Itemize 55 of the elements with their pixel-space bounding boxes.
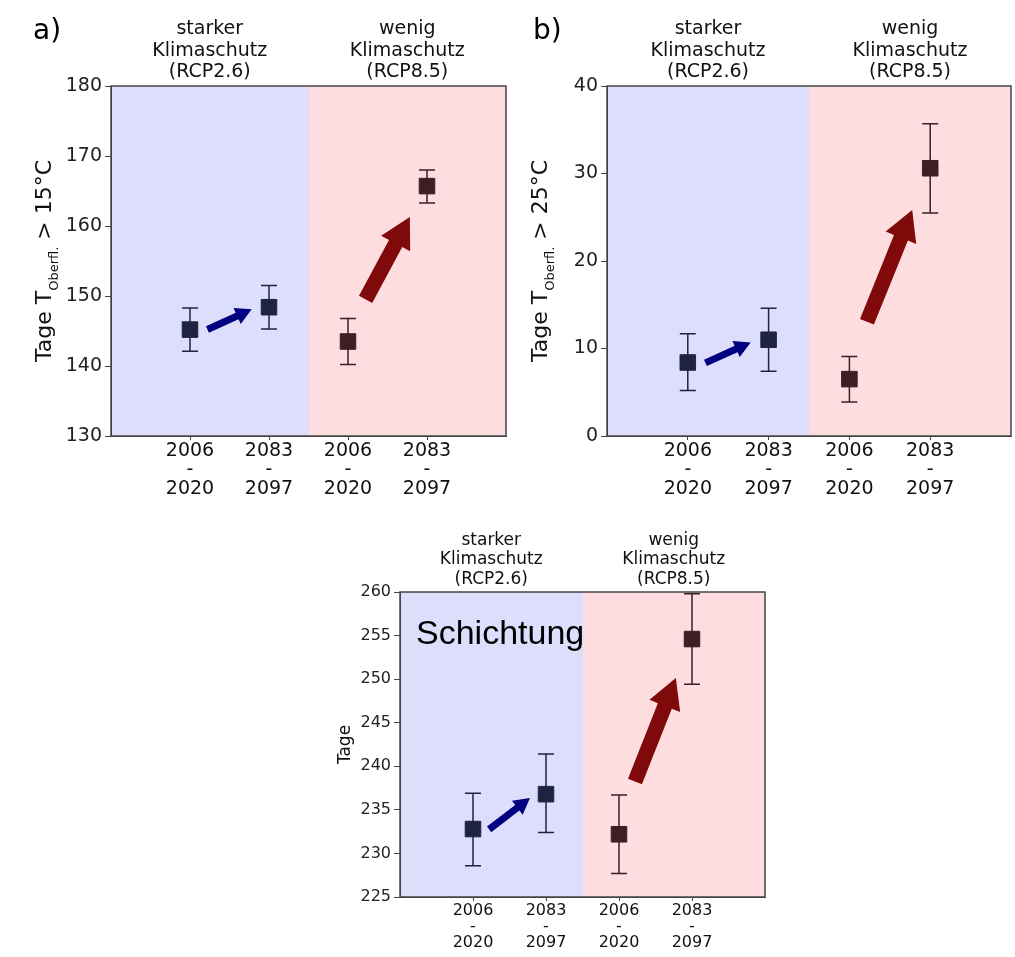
text: starker Klimaschutz (RCP2.6) — [439, 528, 543, 588]
y-axis-title: Tage TOberfl. > 25°C — [527, 159, 557, 364]
y-tick-label: 235 — [360, 799, 391, 819]
y-tick-label: 230 — [360, 842, 391, 862]
annotation: Schichtung — [416, 613, 585, 652]
y-tick-label: 170 — [65, 142, 102, 165]
y-tick-label: 150 — [65, 282, 102, 305]
x-tick-label: 2083 - 2097 — [244, 438, 294, 499]
text: wenig Klimaschutz (RCP8.5) — [349, 15, 465, 82]
chart-title: b) — [533, 13, 562, 47]
y-tick-label: 255 — [360, 624, 391, 644]
y-tick-label: 225 — [360, 886, 391, 906]
point — [679, 354, 697, 371]
x-tick-label: 2006 - 2020 — [165, 438, 215, 499]
y-tick-label: 160 — [65, 212, 102, 235]
x-tick-label: 2083 - 2097 — [671, 900, 713, 952]
text: starker Klimaschutz (RCP2.6) — [650, 15, 766, 82]
x-tick-label: 2006 - 2020 — [663, 438, 712, 499]
point — [418, 177, 436, 195]
y-tick-label: 140 — [65, 352, 102, 375]
x-tick-label: 2006 - 2020 — [452, 900, 494, 952]
x-tick-label: 2083 - 2097 — [525, 900, 567, 952]
x-tick-label: 2083 - 2097 — [402, 438, 452, 499]
point — [610, 825, 628, 843]
text: wenig Klimaschutz (RCP8.5) — [622, 528, 726, 588]
y-tick-label: 240 — [360, 755, 391, 775]
y-tick-label: 130 — [65, 422, 102, 445]
point — [760, 331, 777, 349]
point — [464, 820, 482, 838]
point — [841, 370, 858, 388]
x-tick-label: 2083 - 2097 — [744, 438, 793, 499]
point — [181, 321, 199, 338]
text: wenig Klimaschutz (RCP8.5) — [852, 15, 968, 82]
y-tick-label: 20 — [573, 247, 598, 270]
point — [683, 630, 701, 648]
y-tick-label: 180 — [65, 72, 102, 95]
y-tick-label: 260 — [360, 581, 391, 601]
y-axis-title: Tage — [334, 724, 354, 766]
x-tick-label: 2006 - 2020 — [323, 438, 373, 499]
y-tick-label: 0 — [585, 422, 598, 445]
point — [537, 785, 555, 803]
y-tick-label: 245 — [360, 711, 391, 731]
x-tick-label: 2006 - 2020 — [598, 900, 640, 952]
chart-title: a) — [33, 13, 62, 47]
y-tick-label: 10 — [573, 335, 598, 358]
x-tick-label: 2083 - 2097 — [906, 438, 955, 499]
point — [339, 333, 357, 350]
point — [921, 159, 939, 177]
y-tick-label: 40 — [573, 72, 598, 95]
point — [260, 298, 278, 316]
y-tick-label: 30 — [573, 160, 598, 183]
text: starker Klimaschutz (RCP2.6) — [152, 15, 268, 82]
y-axis-title: Tage TOberfl. > 15°C — [31, 159, 61, 364]
y-tick-label: 250 — [360, 668, 391, 688]
x-tick-label: 2006 - 2020 — [825, 438, 874, 499]
